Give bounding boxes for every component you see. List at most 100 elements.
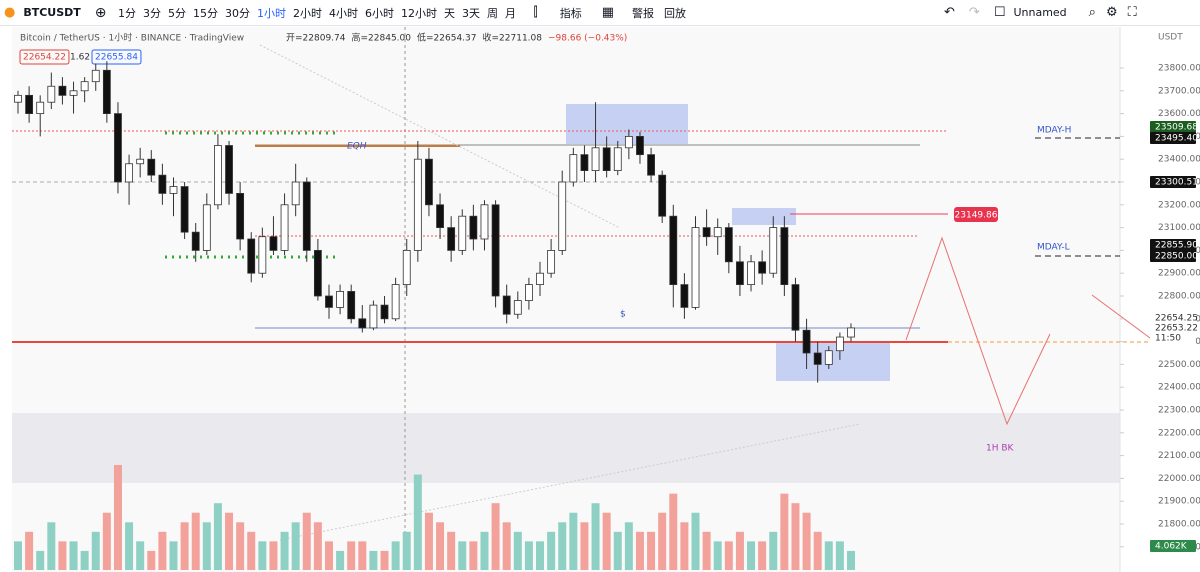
volume-bar [547,531,556,570]
volume-bar [280,531,289,570]
interval[interactable]: 5分 [168,6,187,20]
interval[interactable]: 30分 [225,6,251,20]
candle-body [447,227,456,251]
candle-body [547,249,556,274]
interval[interactable]: 4小时 [329,6,359,20]
price-tag-text: 23300.51 [1155,178,1198,188]
candle-body [336,291,344,308]
candle-body [580,154,589,171]
candle-body [436,204,444,229]
projection [1091,294,1151,339]
volume-bar [847,550,855,570]
price-tag [1150,332,1196,344]
volume-bar [80,550,89,570]
candle-body [591,147,600,172]
mday-l: MDAY-L [1037,243,1070,253]
candle-body [791,284,800,331]
interval[interactable]: 6小时 [365,6,395,20]
volume-bar [424,512,433,570]
interval[interactable]: 3天 [462,6,481,20]
candle-body [236,192,245,240]
volume-bar [302,512,311,570]
volume-bar [291,522,300,570]
volume-bar [436,522,445,570]
y-tick-label: 21800.00 [1158,520,1200,530]
price-tag-text: 4.062K [1155,542,1188,552]
y-tick-label: 22500.00 [1158,360,1200,370]
candle-body [313,249,322,297]
interval[interactable]: 周 [487,6,499,20]
volume-bar [113,465,122,570]
ohlc-value: 低=22654.37 [417,32,477,44]
volume-bar [313,522,322,570]
price-tag-text: 11:50 [1155,334,1181,344]
volume-bar [647,531,656,570]
legend-title: Bitcoin / TetherUS · 1小时 · BINANCE · Tra… [20,32,244,44]
candle-body [469,215,478,240]
indicators[interactable]: 指标 [559,6,582,20]
trend [279,423,861,541]
volume-bar [724,541,733,570]
zone-box [732,208,796,225]
volume-bar [58,541,67,570]
candle-body [369,304,378,329]
volume-bar [769,531,778,570]
candle-body [736,261,744,285]
candle-body [502,295,511,315]
volume-bar [269,541,278,570]
price-box: 1.62 [70,53,90,63]
price-tag-text: 22855.90 [1155,241,1198,251]
add-symbol[interactable]: ⊕ [94,4,107,21]
y-tick-label: 22300.00 [1158,406,1200,416]
alert[interactable]: 警报 [632,6,654,20]
volume-bar [747,541,756,570]
layout-name[interactable]: Unnamed [1013,6,1067,19]
interval[interactable]: 1小时 [257,6,287,20]
price-tag [1150,540,1196,552]
fullscreen[interactable]: ⛶ [1127,5,1137,20]
candle-body [102,69,111,114]
candle-body [247,238,256,274]
candle-body [114,113,122,183]
interval[interactable]: 天 [444,6,456,20]
candle-body [402,249,411,285]
y-tick-label: 21900.00 [1158,497,1200,507]
price-tag [1150,250,1196,262]
chart-type[interactable]: ⫿ [533,5,538,20]
volume-bar [191,512,200,570]
volume-bar [491,503,500,570]
interval[interactable]: 2小时 [293,6,323,20]
candle-body [724,227,733,263]
price-tag [1150,322,1196,334]
search[interactable]: ⌕ [1088,5,1096,20]
candle-body [780,227,789,286]
undo[interactable]: ↶ [944,5,955,20]
interval[interactable]: 15分 [193,6,219,20]
interval[interactable]: 月 [505,6,517,20]
volume-bar [835,541,844,570]
price-tag [1150,132,1196,144]
interval[interactable]: 3分 [143,6,162,20]
volume-bar [391,541,400,570]
interval[interactable]: 12小时 [401,6,438,20]
layout-box[interactable]: ☐ [993,5,1006,20]
templates[interactable]: ▦ [601,5,614,20]
price-box: 22655.84 [95,53,138,63]
candle-body [458,215,467,251]
volume-bar [558,522,567,570]
volume-bar [324,541,333,570]
volume-bar [613,531,622,570]
settings[interactable]: ⚙ [1105,5,1118,20]
y-tick-label: 22200.00 [1158,428,1200,438]
volume-bar [147,550,156,570]
volume-bar [780,493,789,570]
candle-body [658,174,667,217]
replay[interactable]: 回放 [664,6,686,20]
interval[interactable]: 1分 [118,6,137,20]
candle-body [713,227,722,238]
eqh-label: EQH [347,142,367,152]
symbol[interactable]: BTCUSDT [23,6,81,19]
redo[interactable]: ↷ [968,5,980,20]
